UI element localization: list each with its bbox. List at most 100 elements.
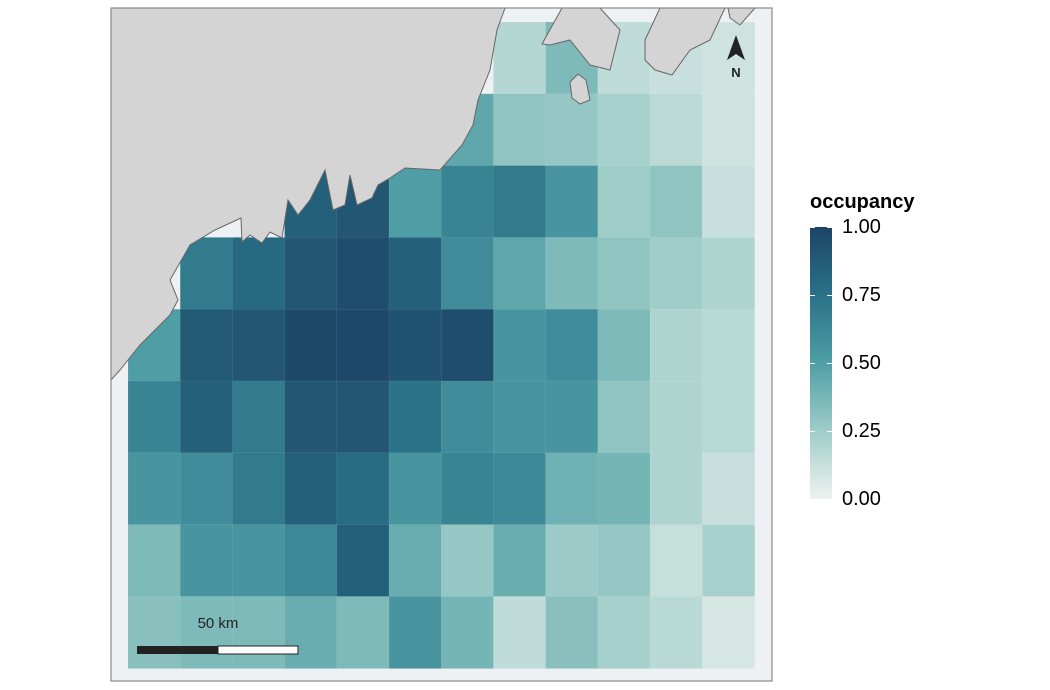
grid-cell (701, 596, 756, 669)
grid-cell (493, 308, 547, 382)
grid-cell (649, 237, 703, 310)
grid-cell (388, 237, 442, 310)
grid-cell (388, 308, 442, 382)
grid-cell (597, 93, 651, 167)
grid-cell (232, 380, 286, 454)
grid-cell (545, 524, 599, 598)
grid-cell (284, 308, 338, 382)
grid-cell (649, 308, 703, 382)
legend-colorbar (810, 227, 832, 499)
grid-cell (336, 452, 390, 526)
grid-cell (597, 596, 651, 669)
legend-tick (810, 227, 815, 228)
north-arrow: N (727, 35, 745, 80)
north-arrow-label: N (731, 65, 740, 80)
grid-cell (701, 452, 756, 526)
grid-cell (336, 237, 390, 310)
legend-label: 0.75 (842, 284, 881, 306)
grid-cell (284, 237, 338, 310)
grid-cell (127, 380, 181, 454)
grid-cell (701, 93, 756, 167)
legend-tick (827, 295, 832, 296)
grid-cell (232, 596, 286, 669)
grid-cell (545, 165, 599, 239)
grid-cell (179, 596, 234, 669)
grid-cell (597, 452, 651, 526)
grid-cell (649, 452, 703, 526)
scale-bar: 50 km (137, 615, 299, 655)
legend-tick (810, 431, 815, 432)
grid-cell (336, 380, 390, 454)
grid-cell (493, 237, 547, 310)
mainland-coast (110, 7, 506, 382)
grid-cell (440, 237, 495, 310)
grid-cell (284, 596, 338, 669)
legend-label: 0.25 (842, 420, 881, 442)
grid-cell (232, 237, 286, 310)
grid-cell (493, 596, 547, 669)
grid-cell (597, 524, 651, 598)
grid-cell (127, 524, 181, 598)
grid-cell (232, 524, 286, 598)
grid-cell (545, 452, 599, 526)
grid-cell (649, 380, 703, 454)
legend-tick (810, 363, 815, 364)
grid-cell (232, 452, 286, 526)
grid-cell (440, 165, 495, 239)
scale-bar-light-segment (217, 645, 299, 655)
grid-cell (179, 524, 234, 598)
legend-label: 1.00 (842, 216, 881, 238)
grid-cell (336, 308, 390, 382)
grid-cell (649, 93, 703, 167)
grid-cell (232, 308, 286, 382)
grid-cell (179, 308, 234, 382)
grid-cell (127, 452, 181, 526)
grid-cell (179, 237, 234, 310)
grid-cell (649, 596, 703, 669)
grid-cell (493, 524, 547, 598)
legend-label: 0.00 (842, 488, 881, 510)
grid-cell (597, 380, 651, 454)
grid-cell (545, 596, 599, 669)
legend-label: 0.50 (842, 352, 881, 374)
grid-cell (440, 308, 495, 382)
grid-cell (336, 524, 390, 598)
legend-tick (827, 363, 832, 364)
grid-cell (127, 596, 181, 669)
grid-cell (440, 380, 495, 454)
legend-tick (827, 227, 832, 228)
grid-cell (701, 380, 756, 454)
grid-cell (440, 596, 495, 669)
grid-cell (493, 21, 547, 95)
grid-cell (388, 596, 442, 669)
grid-cell (388, 380, 442, 454)
islet (569, 73, 591, 105)
legend-title: occupancy (810, 191, 915, 213)
grid-cell (701, 237, 756, 310)
scale-bar-dark-segment (137, 646, 218, 654)
grid-cell (284, 452, 338, 526)
grid-cell (179, 452, 234, 526)
grid-cell (284, 524, 338, 598)
grid-cell (597, 237, 651, 310)
grid-cell (440, 452, 495, 526)
grid-cell (179, 380, 234, 454)
grid-cell (493, 452, 547, 526)
grid-cell (336, 596, 390, 669)
map-frame (110, 7, 773, 682)
grid-cell (493, 93, 547, 167)
grid-cell (597, 308, 651, 382)
legend-tick (810, 295, 815, 296)
grid-cell (284, 380, 338, 454)
grid-cell (493, 380, 547, 454)
grid-cell (545, 308, 599, 382)
grid-cell (388, 524, 442, 598)
grid-cell (701, 308, 756, 382)
legend-tick (827, 431, 832, 432)
grid-cell (701, 165, 756, 239)
north-arrow-icon (727, 35, 745, 60)
scale-bar-label: 50 km (198, 615, 239, 632)
grid-cell (388, 452, 442, 526)
grid-cell (545, 237, 599, 310)
